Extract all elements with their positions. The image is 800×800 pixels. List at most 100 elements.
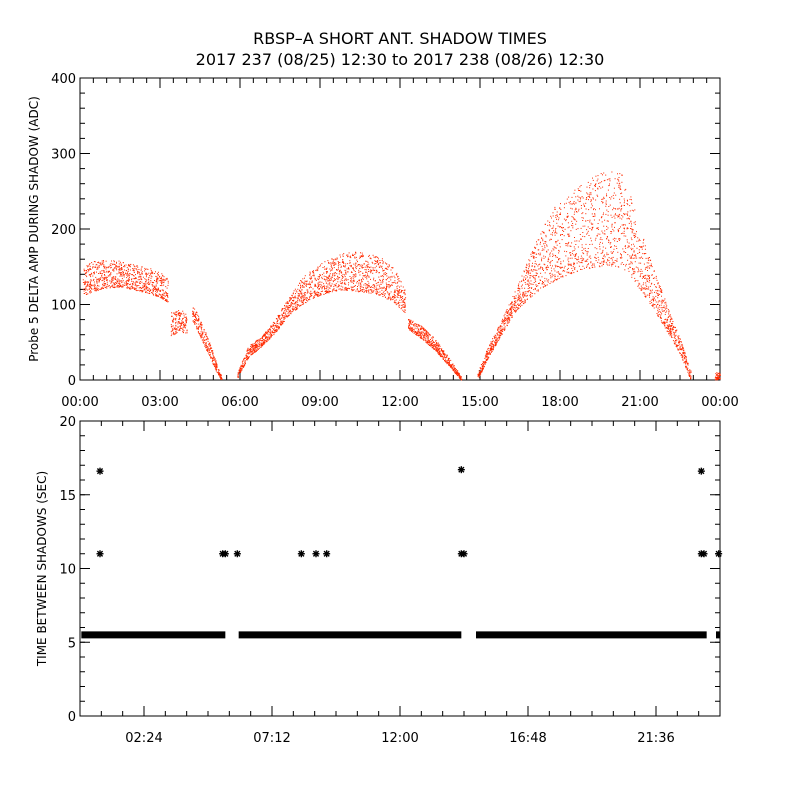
data-point [490,349,492,351]
data-point [85,286,87,288]
data-point [524,287,526,289]
data-point [391,275,393,277]
data-point [552,227,554,229]
data-point [150,277,152,279]
data-point [118,280,120,282]
data-point [573,246,575,248]
data-point [275,326,277,328]
data-point [177,326,179,328]
data-point [122,272,124,274]
data-point [391,282,393,284]
data-point [122,284,124,286]
data-point [376,271,378,273]
data-point [163,284,165,286]
data-point [89,268,90,270]
data-point [543,257,545,259]
data-point [443,354,445,356]
data-point [542,282,544,284]
data-point [129,288,131,290]
data-point [310,278,312,280]
data-point [320,294,322,296]
data-point [339,277,341,278]
data-point [437,345,439,346]
data-point [515,295,517,297]
data-point [404,303,406,305]
data-point [523,271,525,273]
data-point [260,346,262,348]
data-point [121,278,123,280]
data-point [133,270,135,272]
data-point [141,290,143,292]
data-point [305,285,307,287]
data-point [126,279,128,281]
data-point [595,254,597,256]
data-point [557,271,559,273]
data-point [327,260,329,262]
data-point [549,264,551,266]
data-point [332,274,334,276]
data-point [376,256,378,258]
data-point [216,363,218,365]
data-point [512,304,514,306]
data-point [296,307,297,309]
data-point [544,247,546,249]
data-point [272,325,274,327]
data-point [281,320,283,322]
data-point [385,262,386,264]
data-point [133,281,134,283]
data-point [179,312,181,314]
data-point [120,269,122,271]
data-point [403,302,405,303]
data-point [379,260,381,261]
data-point [601,201,603,202]
data-point [194,321,196,323]
data-point [404,306,406,308]
data-point [378,284,380,286]
data-point [412,329,414,331]
data-point [291,311,293,313]
data-point [92,263,94,265]
data-point [181,321,183,323]
data-point [531,295,533,297]
data-point [579,262,581,264]
data-point [397,290,398,292]
data-point [428,339,430,341]
data-point [603,255,605,257]
data-point [213,360,215,361]
data-point [419,330,421,332]
data-point [277,315,279,317]
data-point [332,289,334,291]
data-point [109,264,111,266]
data-point [283,318,285,320]
data-point [375,271,377,273]
data-point [244,358,246,359]
data-point [457,372,458,374]
data-point [398,305,400,307]
data-point [294,301,296,303]
data-point [426,338,428,340]
data-point [314,292,316,294]
data-point [499,326,501,328]
data-point [246,358,248,359]
data-point [534,293,536,295]
data-point [549,239,551,241]
data-point [292,293,294,295]
data-point [326,267,328,269]
data-point [381,260,383,261]
data-point [444,360,446,362]
data-point [304,299,306,301]
data-point [347,256,349,257]
data-point [567,242,569,244]
data-point [509,307,511,309]
data-point [345,263,347,265]
data-point [332,276,333,278]
data-point [367,273,368,275]
data-point [606,195,608,197]
data-point [181,322,183,324]
data-point [162,275,164,277]
data-point [414,331,416,333]
data-point [321,263,323,265]
data-point [612,256,614,258]
data-point [587,232,589,234]
data-point [88,274,90,276]
